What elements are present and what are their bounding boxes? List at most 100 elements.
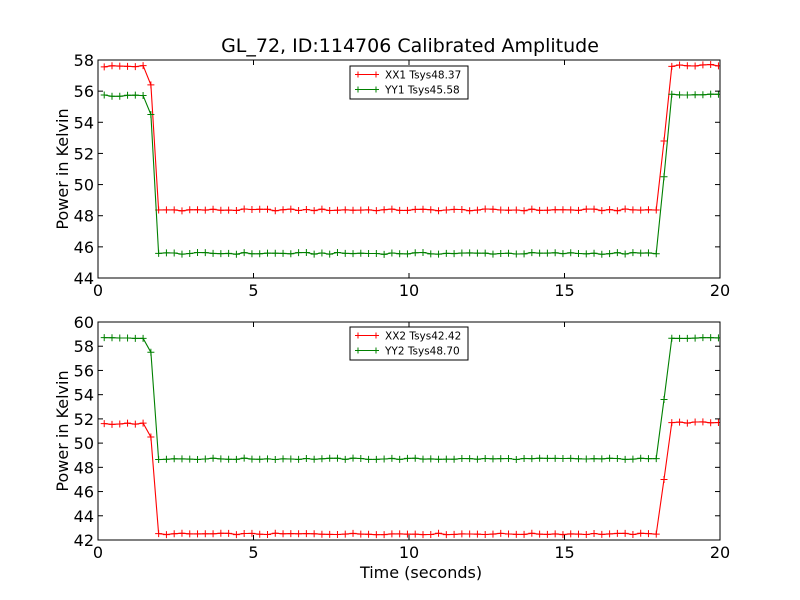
data-point — [295, 249, 303, 257]
legend-marker — [373, 86, 379, 93]
data-point — [668, 62, 676, 70]
data-point — [505, 206, 513, 214]
data-point — [629, 455, 637, 463]
data-point — [388, 249, 396, 257]
data-point — [349, 206, 357, 214]
data-point — [124, 62, 132, 70]
data-point — [676, 61, 684, 69]
x-tick-label: 5 — [248, 281, 258, 300]
data-point — [403, 206, 411, 214]
data-point — [372, 207, 380, 215]
data-point — [652, 206, 660, 214]
data-point — [574, 249, 582, 257]
data-point — [326, 530, 334, 538]
data-point — [349, 454, 357, 462]
data-point — [155, 530, 163, 538]
data-point — [116, 420, 124, 428]
data-point — [660, 137, 668, 145]
chart-1: 0 5 10 15 20 44 46 48 50 52 54 56 58 Power in Kelvin X… — [53, 51, 730, 300]
data-point — [489, 205, 497, 213]
data-point — [225, 206, 233, 214]
data-point — [637, 206, 645, 214]
data-point — [450, 455, 458, 463]
data-point — [419, 249, 427, 256]
data-point — [489, 455, 497, 463]
data-point — [419, 455, 427, 463]
data-point — [333, 531, 341, 539]
y-tick-label: 46 — [74, 483, 94, 502]
data-point — [699, 91, 707, 99]
series-1-1 — [100, 61, 720, 215]
data-point — [147, 111, 155, 118]
data-point — [372, 531, 380, 539]
data-point — [139, 92, 147, 100]
legend: XX2 Tsys42.42 YY2 Tsys48.70 — [349, 326, 469, 361]
data-point — [497, 249, 505, 257]
data-point — [629, 249, 637, 257]
data-point — [435, 207, 443, 215]
data-point — [683, 62, 691, 70]
data-point — [466, 455, 474, 463]
data-point — [543, 454, 551, 462]
data-point — [147, 433, 155, 441]
data-point — [271, 207, 279, 215]
data-point — [481, 454, 489, 462]
data-point — [302, 205, 310, 213]
data-point — [621, 455, 629, 463]
legend-marker — [355, 347, 361, 354]
data-point — [108, 62, 116, 70]
data-point — [310, 207, 318, 215]
data-point — [606, 250, 614, 258]
data-point — [691, 62, 699, 70]
legend: XX1 Tsys48.37 YY1 Tsys45.58 — [349, 65, 469, 100]
data-point — [473, 530, 481, 538]
y-tick-label: 52 — [74, 410, 94, 429]
data-point — [295, 530, 303, 538]
data-point — [279, 455, 287, 463]
data-point — [310, 530, 318, 538]
data-point — [458, 455, 466, 463]
y-tick-label: 54 — [74, 386, 94, 405]
data-point — [201, 530, 209, 538]
data-point — [512, 250, 520, 258]
data-point — [108, 420, 116, 428]
data-point — [574, 206, 582, 214]
data-point — [186, 250, 194, 258]
data-point — [714, 62, 720, 70]
data-point — [341, 530, 349, 538]
data-point — [396, 530, 404, 538]
legend-marker — [373, 71, 379, 78]
data-point — [271, 455, 279, 463]
data-point — [365, 455, 373, 463]
data-point — [240, 249, 248, 257]
data-point — [481, 531, 489, 539]
data-point — [598, 207, 606, 215]
data-point — [528, 455, 536, 463]
data-point — [271, 529, 279, 537]
data-point — [543, 249, 551, 257]
data-point — [318, 455, 326, 463]
data-point — [606, 206, 614, 214]
data-point — [333, 454, 341, 462]
data-point — [326, 250, 334, 258]
data-point — [652, 250, 660, 258]
data-point — [380, 250, 388, 258]
data-point — [458, 206, 466, 214]
data-point — [240, 529, 248, 537]
data-point — [683, 419, 691, 427]
data-point — [683, 334, 691, 342]
data-point — [512, 456, 520, 464]
data-point — [497, 206, 505, 214]
data-point — [225, 455, 233, 463]
data-point — [256, 455, 264, 463]
y-tick-label: 58 — [74, 51, 94, 70]
data-point — [512, 530, 520, 538]
y-axis-label: Power in Kelvin — [53, 108, 72, 229]
data-point — [427, 531, 435, 539]
data-point — [380, 206, 388, 214]
data-point — [427, 206, 435, 214]
data-point — [263, 205, 271, 213]
data-point — [466, 249, 474, 257]
data-point — [139, 334, 147, 342]
data-point — [162, 531, 170, 539]
